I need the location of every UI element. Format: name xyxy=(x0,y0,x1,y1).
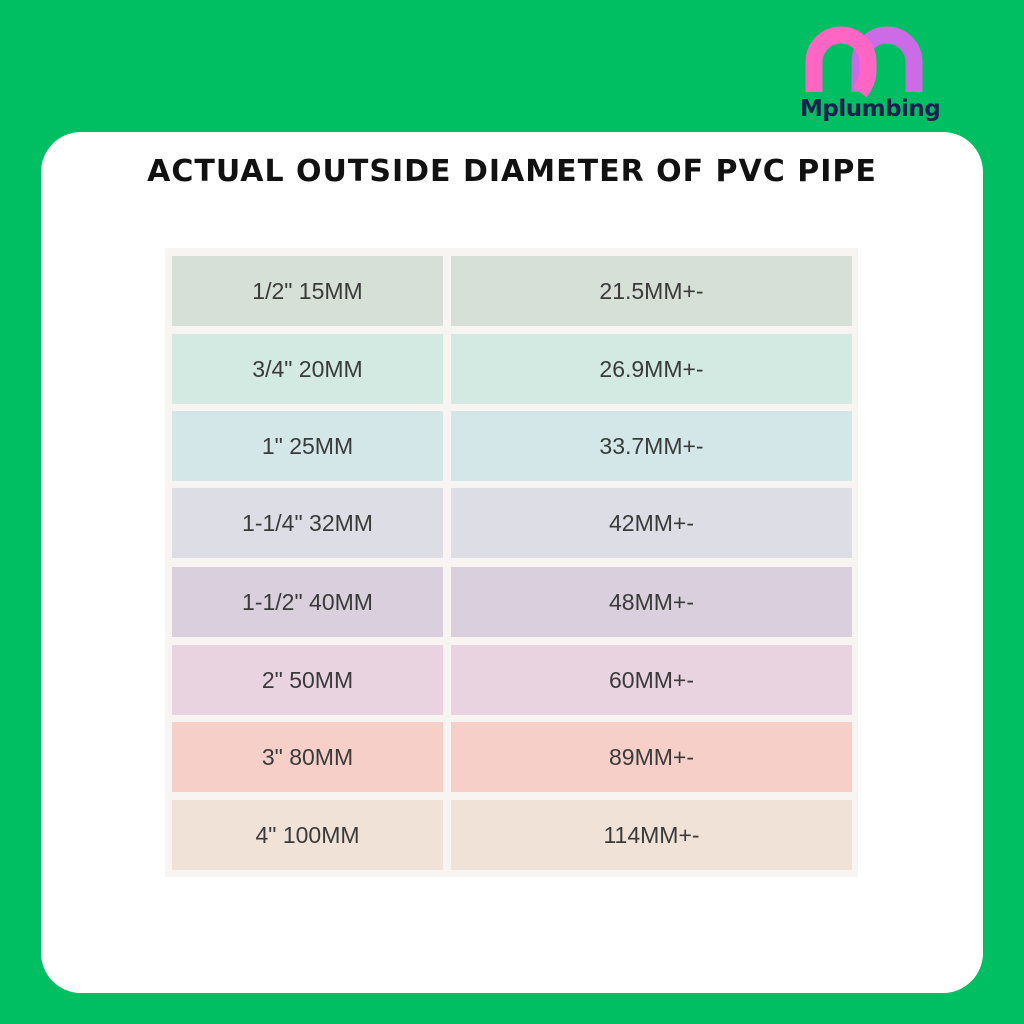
pipe-size-cell: 3" 80MM xyxy=(172,722,443,792)
outside-diameter-cell: 21.5MM+- xyxy=(451,256,852,326)
table-row: 1/2" 15MM 21.5MM+- xyxy=(172,256,852,326)
outside-diameter-cell: 26.9MM+- xyxy=(451,334,852,404)
pipe-size-cell: 1-1/4" 32MM xyxy=(172,488,443,558)
pipe-diameter-table: 1/2" 15MM 21.5MM+- 3/4" 20MM 26.9MM+- 1" 25M… xyxy=(165,248,858,877)
brand-name: Mplumbing xyxy=(800,96,941,122)
outside-diameter-cell: 42MM+- xyxy=(451,488,852,558)
table-row: 1" 25MM 33.7MM+- xyxy=(172,411,852,481)
outside-diameter-cell: 89MM+- xyxy=(451,722,852,792)
table-row: 1-1/4" 32MM 42MM+- xyxy=(172,488,852,558)
outside-diameter-cell: 48MM+- xyxy=(451,567,852,637)
pipe-size-cell: 1-1/2" 40MM xyxy=(172,567,443,637)
pipe-size-cell: 1/2" 15MM xyxy=(172,256,443,326)
table-row: 3" 80MM 89MM+- xyxy=(172,722,852,792)
pipe-size-cell: 4" 100MM xyxy=(172,800,443,870)
page-title: ACTUAL OUTSIDE DIAMETER OF PVC PIPE xyxy=(147,154,877,189)
mplumbing-logo-icon xyxy=(805,26,923,98)
outside-diameter-cell: 114MM+- xyxy=(451,800,852,870)
table-row: 3/4" 20MM 26.9MM+- xyxy=(172,334,852,404)
table-row: 2" 50MM 60MM+- xyxy=(172,645,852,715)
outside-diameter-cell: 60MM+- xyxy=(451,645,852,715)
pipe-size-cell: 1" 25MM xyxy=(172,411,443,481)
table-row: 1-1/2" 40MM 48MM+- xyxy=(172,567,852,637)
table-row: 4" 100MM 114MM+- xyxy=(172,800,852,870)
outside-diameter-cell: 33.7MM+- xyxy=(451,411,852,481)
pipe-size-cell: 3/4" 20MM xyxy=(172,334,443,404)
pipe-size-cell: 2" 50MM xyxy=(172,645,443,715)
